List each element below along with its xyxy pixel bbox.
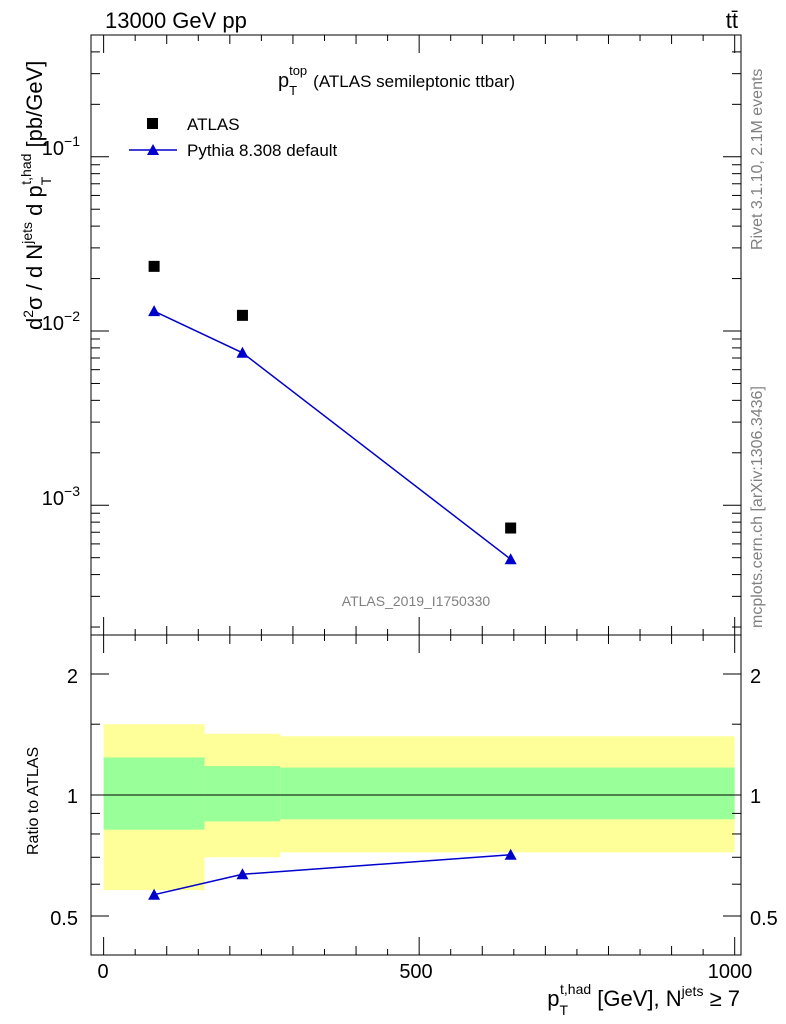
- main-data-layer: [148, 260, 517, 565]
- legend-pythia-label: Pythia 8.308 default: [187, 141, 338, 160]
- ratio-ytick-2-left: 2: [67, 666, 78, 688]
- main-plot-panel: 10−1 10−2 10−3 pTtop(ATLAS semileptonic …: [18, 34, 742, 636]
- ratio-pythia-point: [236, 868, 249, 880]
- ratio-data-layer: [148, 848, 517, 900]
- legend-atlas-label: ATLAS: [187, 115, 240, 134]
- pythia-line: [153, 310, 512, 560]
- ratio-plot-panel: 2 1 0.5 2 1 0.5 Ratio to ATLAS: [25, 634, 778, 956]
- x-axis-label: pTt,had [GeV], Njets ≥ 7: [547, 981, 740, 1018]
- rivet-label: Rivet 3.1.10, 2.1M events: [749, 69, 766, 250]
- ratio-pythia-point: [148, 888, 161, 900]
- ratio-ytick-2-right: 2: [750, 666, 761, 688]
- process-label: tt̄: [726, 8, 738, 33]
- ytick-label-1e-1: 10−1: [42, 133, 80, 160]
- legend: ATLAS Pythia 8.308 default: [129, 115, 338, 160]
- legend-pythia-marker: [147, 144, 159, 155]
- xtick-label-0: 0: [97, 961, 108, 983]
- ratio-pythia-line: [153, 854, 511, 896]
- main-ylabel: d2σ / d Njets d pTt,had [pb/GeV]: [18, 61, 54, 330]
- ratio-stat-band: [103, 757, 205, 830]
- plot-title: pTtop(ATLAS semileptonic ttbar): [278, 63, 515, 98]
- pythia-point: [504, 553, 517, 565]
- ratio-ytick-05-left: 0.5: [50, 908, 78, 930]
- analysis-watermark: ATLAS_2019_I1750330: [342, 593, 491, 609]
- ratio-stat-band: [204, 766, 281, 822]
- ratio-ytick-1-right: 1: [750, 786, 761, 808]
- legend-atlas-marker: [147, 118, 158, 129]
- ratio-stat-band: [280, 767, 735, 820]
- ratio-y-ticks: [91, 673, 741, 917]
- x-axis-ticks: [103, 35, 736, 955]
- main-y-tick-labels: 10−1 10−2 10−3: [42, 133, 80, 510]
- atlas-point: [236, 309, 248, 321]
- main-y-minor-ticks: [91, 34, 741, 628]
- xtick-label-1000: 1000: [708, 961, 753, 983]
- ratio-ytick-1-left: 1: [67, 786, 78, 808]
- ratio-uncertainty-bands: [103, 724, 735, 891]
- mcplots-label: mcplots.cern.ch [arXiv:1306.3436]: [749, 386, 766, 628]
- pythia-point: [148, 305, 161, 317]
- energy-label: 13000 GeV pp: [105, 8, 247, 33]
- xtick-label-500: 500: [399, 961, 432, 983]
- ratio-ytick-05-right: 0.5: [750, 908, 778, 930]
- atlas-point: [148, 260, 160, 272]
- ratio-ylabel: Ratio to ATLAS: [25, 747, 42, 855]
- ytick-label-1e-2: 10−2: [42, 308, 80, 335]
- atlas-point: [505, 522, 517, 534]
- ytick-label-1e-3: 10−3: [42, 483, 80, 510]
- ratio-pythia-point: [504, 848, 517, 860]
- pythia-point: [236, 346, 249, 358]
